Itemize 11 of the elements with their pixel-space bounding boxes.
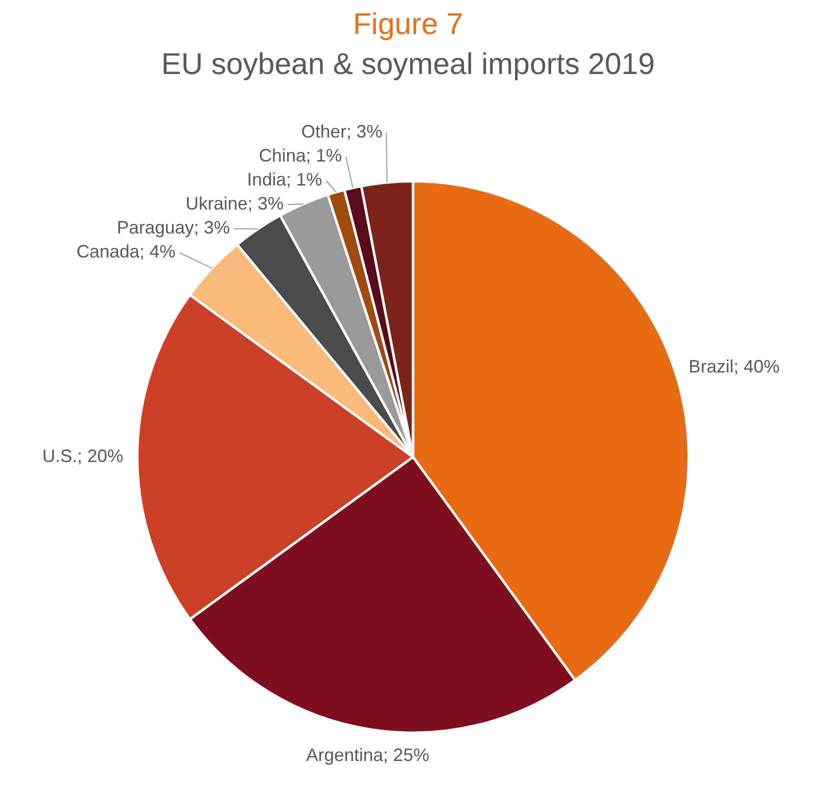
slice-label: Brazil; 40% (688, 356, 780, 376)
slice-label: U.S.; 20% (42, 446, 124, 466)
slice-label: Ukraine; 3% (186, 194, 284, 214)
slice-label: Argentina; 25% (306, 745, 430, 766)
slice-label: China; 1% (258, 146, 342, 166)
slice-label: Other; 3% (301, 122, 382, 142)
chart-subtitle: EU soybean & soymeal imports 2019 (160, 48, 656, 82)
chart-title: Figure 7 (352, 8, 464, 42)
slice-label: Canada; 4% (76, 242, 176, 262)
slice-label: India; 1% (247, 170, 322, 190)
slice-label: Paraguay; 3% (116, 218, 230, 238)
